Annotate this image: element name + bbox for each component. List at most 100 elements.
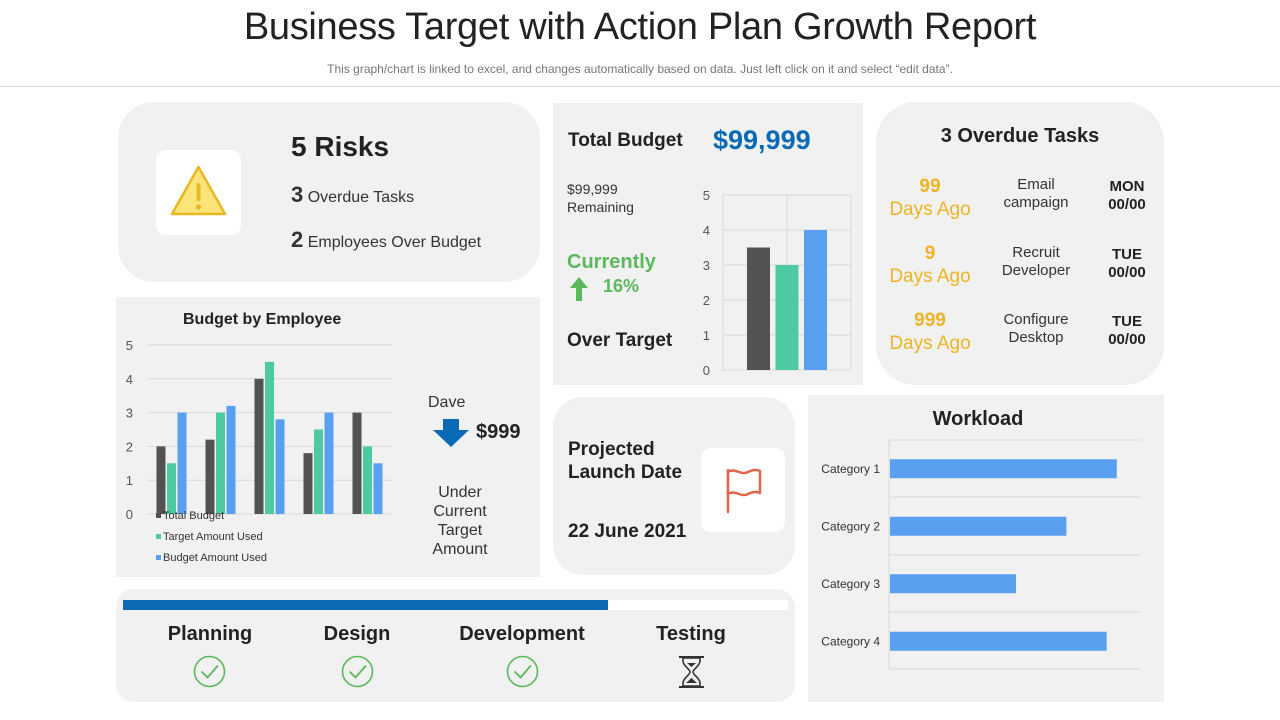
phase-planning-label: Planning <box>167 623 253 645</box>
task-days-ago: 99 Days Ago <box>876 175 984 221</box>
bar-2 <box>363 446 372 514</box>
task-days-ago: 999 Days Ago <box>876 309 984 355</box>
bar-1 <box>205 439 215 514</box>
page-subtitle: This graph/chart is linked to excel, and… <box>327 62 953 76</box>
risk-item-employees: 2 Employees Over Budget <box>291 227 481 253</box>
currently-percent: 16% <box>603 276 640 296</box>
y-tick-label: 0 <box>126 507 133 522</box>
bar-2 <box>216 412 225 514</box>
total-budget-amount: $99,999 <box>713 125 811 155</box>
legend-swatch <box>156 534 161 539</box>
workload-bar <box>890 631 1107 651</box>
risk-item-overdue: 3 Overdue Tasks <box>291 182 414 208</box>
y-tick-label: 3 <box>126 406 133 421</box>
category-label: Category 2 <box>821 519 880 533</box>
task-name: Email campaign <box>984 176 1088 212</box>
y-tick-label: 5 <box>703 188 710 203</box>
risks-card: 5 Risks 3 Overdue Tasks 2 Employees Over… <box>118 102 540 282</box>
workload-bar <box>890 459 1117 479</box>
currently-label: Currently <box>567 251 656 273</box>
budget-by-employee-card: Budget by Employee 0 1 2 3 4 5 Total Budget Tar… <box>116 297 540 577</box>
task-name-line: Recruit <box>1012 244 1060 261</box>
bar-2 <box>167 463 176 514</box>
legend-label: Budget Amount Used <box>163 552 267 564</box>
flag-icon <box>726 468 762 514</box>
days-number: 9 <box>924 243 936 264</box>
remaining-label: Remaining <box>567 199 634 215</box>
phase-development-label: Development <box>459 623 585 645</box>
budget-chart: 0 1 2 3 4 5 <box>703 188 852 378</box>
y-tick-label: 1 <box>126 473 133 488</box>
workload-title: Workload <box>932 408 1024 430</box>
remaining-amount: $99,999 <box>567 181 618 197</box>
up-arrow-icon <box>570 277 588 301</box>
down-arrow-icon <box>433 419 469 447</box>
workload-chart: Category 1 Category 2 Category 3 Category 4 <box>821 439 1141 670</box>
check-circle-icon <box>193 655 226 688</box>
task-due-date: 00/00 <box>1108 264 1146 281</box>
budget-bar <box>775 265 799 370</box>
page-title: Business Target with Action Plan Growth … <box>243 6 1037 48</box>
task-due: TUE 00/00 <box>1088 246 1166 282</box>
launch-date: 22 June 2021 <box>568 521 687 542</box>
risks-title: 5 Risks <box>291 131 390 162</box>
employee-name: Dave <box>428 394 466 411</box>
task-due-day: TUE <box>1112 313 1142 330</box>
task-name-line: campaign <box>1003 194 1069 211</box>
bar-2 <box>265 361 274 514</box>
task-name-line: Developer <box>1001 262 1071 279</box>
warning-icon-tile <box>156 150 241 235</box>
progress-track <box>123 600 788 610</box>
bar-3 <box>324 412 334 514</box>
employee-note-line: Under Current <box>433 484 487 520</box>
task-name: Recruit Developer <box>984 244 1088 280</box>
bar-3 <box>373 463 383 514</box>
progress-fill <box>123 600 609 610</box>
task-days-ago: 9 Days Ago <box>876 242 984 288</box>
task-name-line: Desktop <box>1008 329 1064 346</box>
workload-bar <box>890 574 1016 594</box>
legend-swatch <box>156 513 161 518</box>
risk-count: 3 <box>291 182 304 207</box>
legend-label: Target Amount Used <box>163 531 263 543</box>
task-due: TUE 00/00 <box>1088 313 1166 349</box>
category-label: Category 3 <box>821 577 880 591</box>
y-tick-label: 2 <box>126 439 133 454</box>
task-due-date: 00/00 <box>1108 196 1146 213</box>
task-name-line: Email <box>1017 176 1055 193</box>
bar-1 <box>352 412 362 514</box>
y-tick-label: 5 <box>126 338 133 353</box>
days-ago-label: Days Ago <box>889 266 971 287</box>
legend-label: Total Budget <box>163 510 224 522</box>
bar-1 <box>303 453 313 514</box>
budget-bar <box>747 247 770 370</box>
phase-testing-label: Testing <box>656 623 726 645</box>
category-label: Category 1 <box>821 462 880 476</box>
legend-swatch <box>156 555 161 560</box>
total-budget-card: Total Budget $99,999 $99,999 Remaining C… <box>553 103 863 385</box>
risk-label: Employees Over Budget <box>307 234 482 251</box>
days-number: 999 <box>914 310 946 331</box>
y-tick-label: 2 <box>703 293 710 308</box>
risk-count: 2 <box>291 227 304 252</box>
check-circle-icon <box>341 655 374 688</box>
task-name: Configure Desktop <box>984 311 1088 347</box>
task-due: MON 00/00 <box>1088 178 1166 214</box>
y-tick-label: 4 <box>703 223 710 238</box>
task-due-day: MON <box>1109 178 1145 195</box>
employee-amount: $999 <box>476 421 521 443</box>
header-divider <box>0 86 1280 87</box>
task-due-date: 00/00 <box>1108 331 1146 348</box>
launch-label-line: Projected <box>568 439 655 460</box>
task-due-day: TUE <box>1112 246 1142 263</box>
days-ago-label: Days Ago <box>889 333 971 354</box>
overdue-title: 3 Overdue Tasks <box>940 125 1100 147</box>
category-label: Category 4 <box>821 634 880 648</box>
employee-chart-title: Budget by Employee <box>183 311 342 328</box>
flag-icon-tile <box>701 448 785 532</box>
y-tick-label: 1 <box>703 328 710 343</box>
y-tick-label: 4 <box>126 372 133 387</box>
launch-label: Projected Launch Date <box>568 438 682 484</box>
warning-icon <box>170 165 227 216</box>
